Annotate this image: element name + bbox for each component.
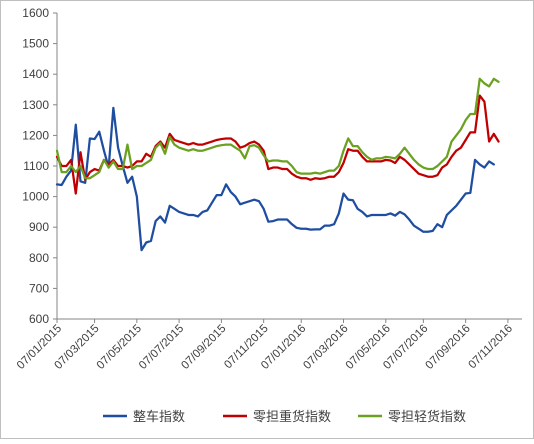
y-tick-label: 1200 — [22, 128, 49, 142]
series-line-3 — [55, 77, 500, 180]
y-tick-label: 1500 — [22, 37, 49, 51]
y-tick-label: 1100 — [23, 159, 49, 173]
y-tick-label: 800 — [29, 251, 49, 265]
legend-label-1: 整车指数 — [133, 409, 185, 425]
legend-label-2: 零担重货指数 — [253, 409, 331, 425]
series-line-1 — [55, 106, 495, 252]
legend-label-3: 零担轻货指数 — [388, 409, 466, 425]
y-tick-label: 1600 — [22, 6, 49, 20]
series-lines — [55, 77, 500, 252]
y-tick-label: 1000 — [22, 190, 49, 204]
legend: 整车指数 零担重货指数 零担轻货指数 — [103, 409, 466, 425]
y-tick-label: 1400 — [22, 67, 49, 81]
y-tick-label: 900 — [29, 220, 49, 234]
y-tick-label: 600 — [29, 312, 49, 326]
y-tick-label: 700 — [29, 281, 49, 295]
y-tick-label: 1300 — [22, 98, 49, 112]
